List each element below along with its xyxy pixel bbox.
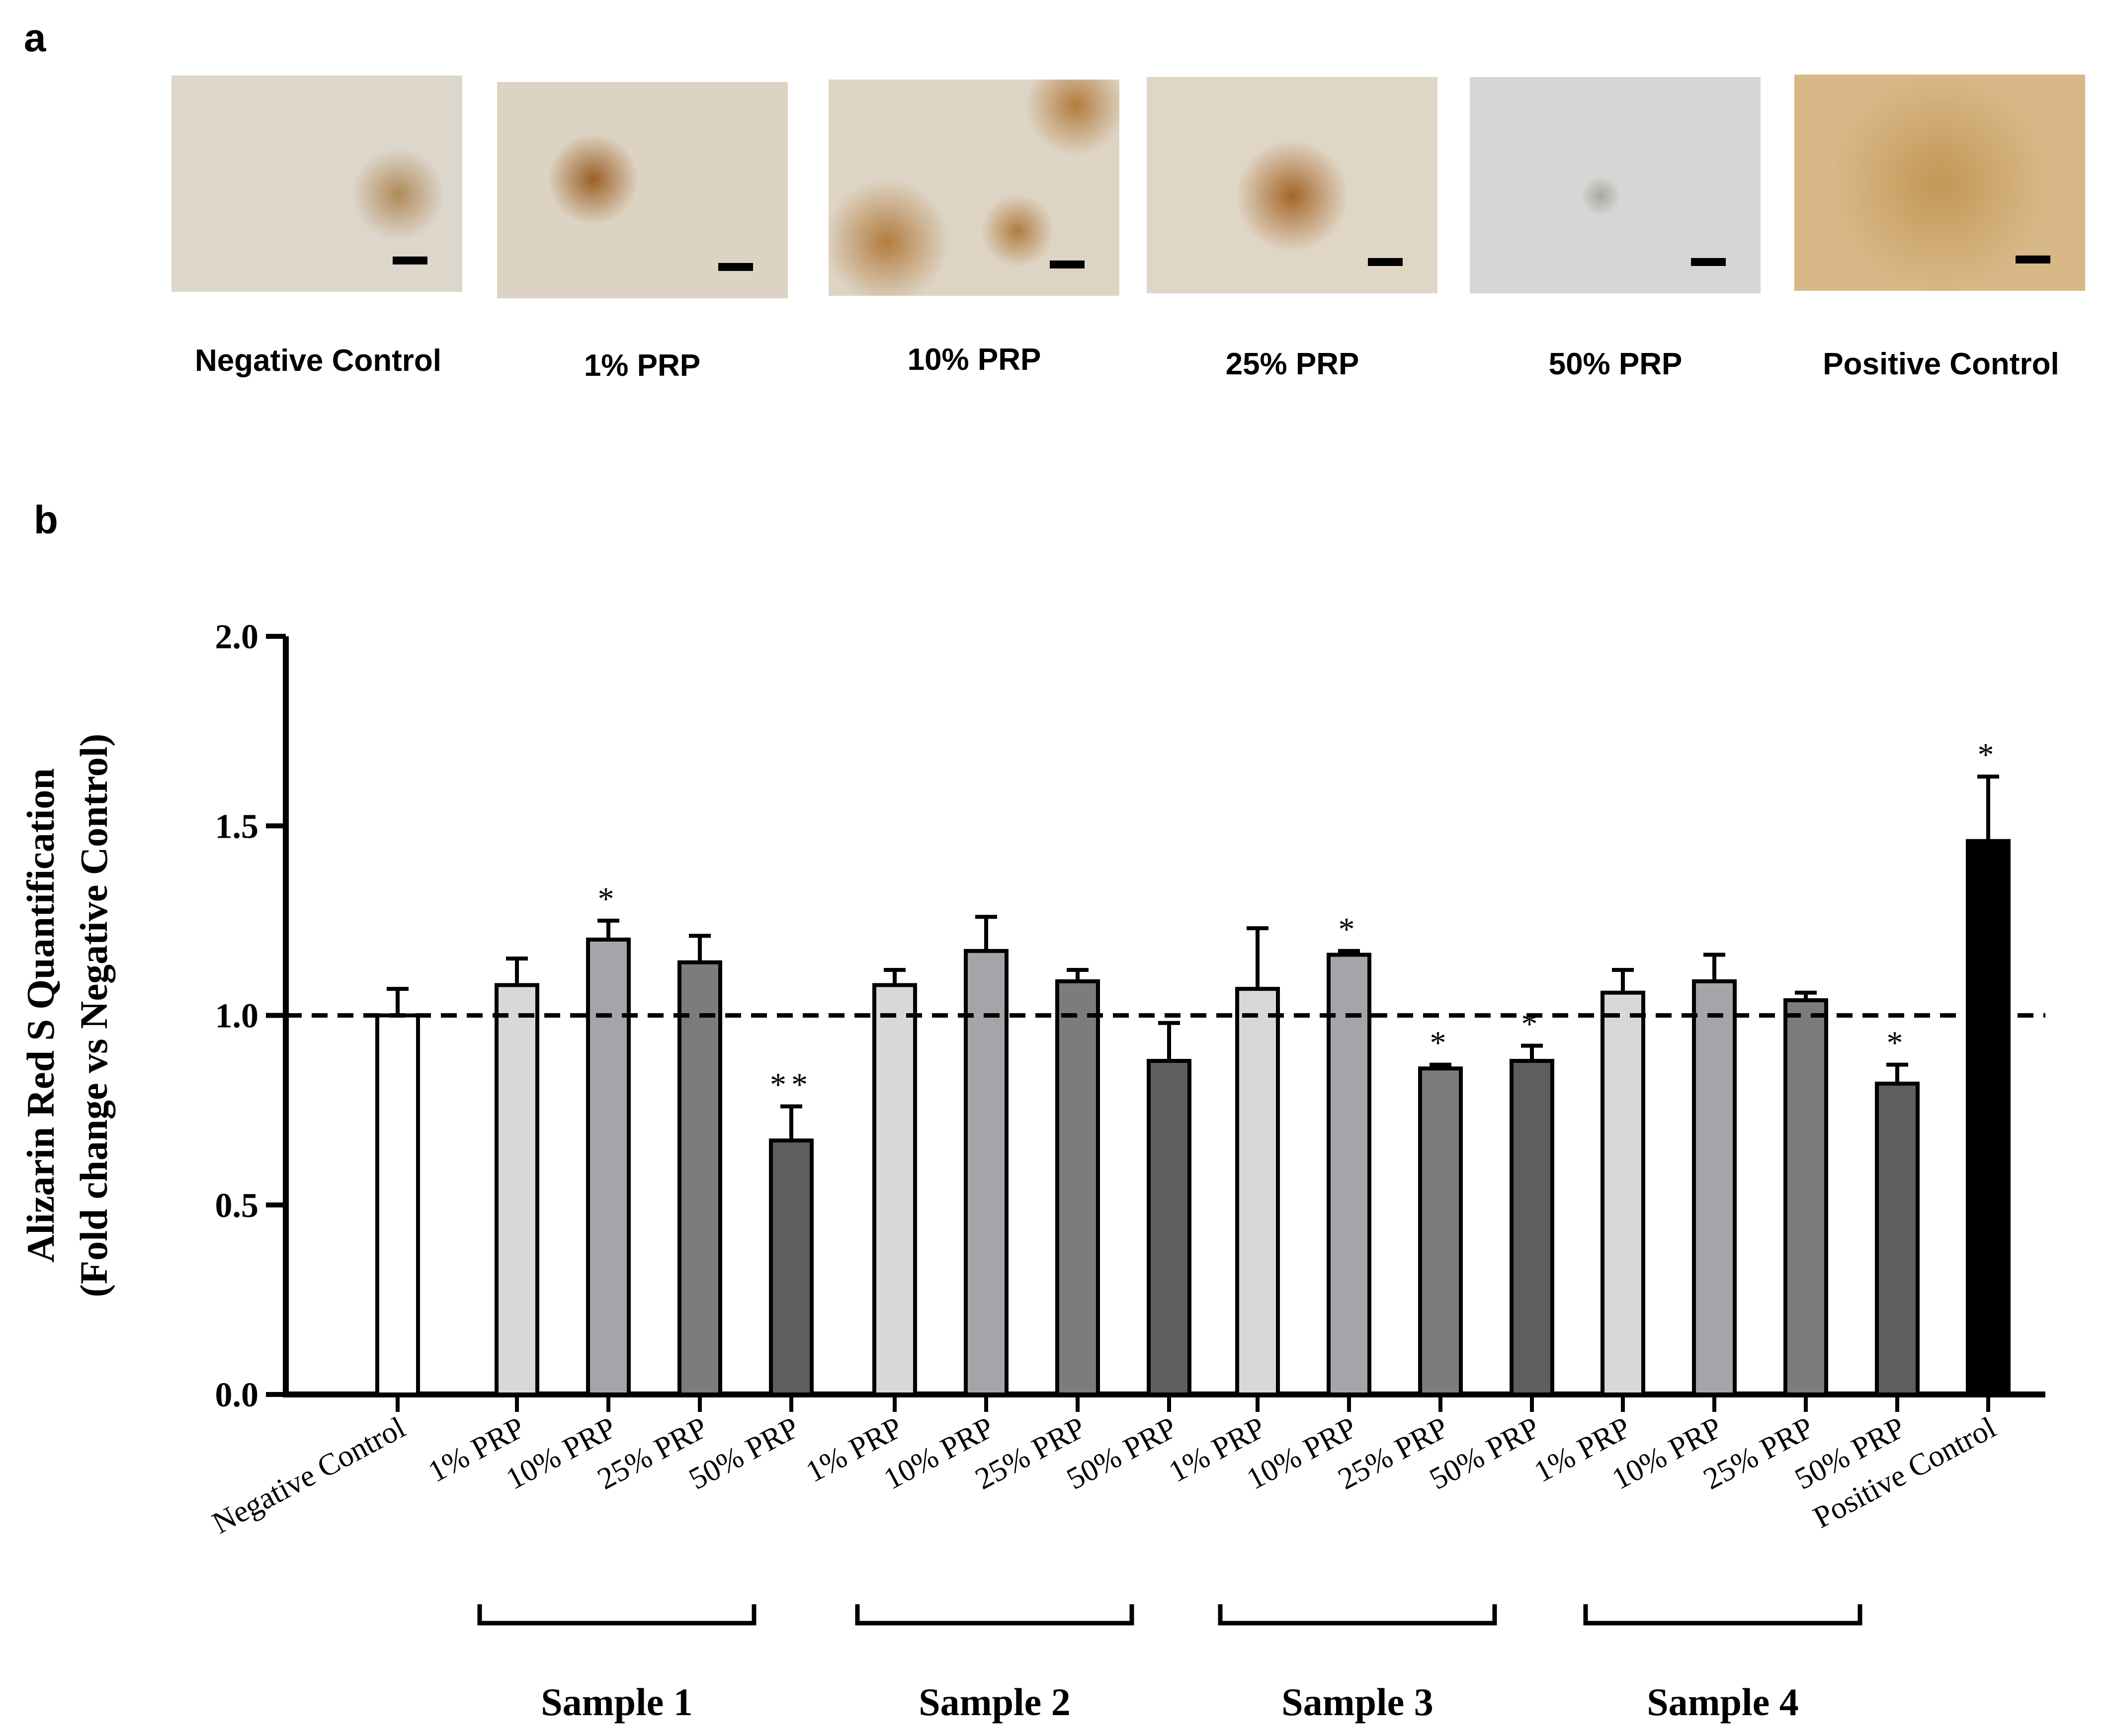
significance-marker: * [1339,911,1360,948]
y-tick-label: 0.0 [215,1376,259,1414]
significance-marker: * [1887,1025,1908,1061]
micrograph-3 [829,80,1119,296]
micrograph-label: Negative Control [194,344,442,378]
group-label: Sample 4 [1647,1680,1799,1724]
micrograph-label: Positive Control [1823,347,2059,381]
micrograph-label: 25% PRP [1225,347,1359,381]
bar [1692,979,1737,1396]
micrograph-6 [1794,75,2085,291]
bar [375,1013,420,1396]
significance-marker: * [1978,737,1999,773]
bar [1235,987,1280,1396]
bar [495,983,539,1396]
bar [1327,953,1371,1396]
y-tick-label: 1.0 [215,997,259,1036]
scale-bar [2016,256,2050,263]
bar [677,960,722,1396]
y-axis-label: Alizarin Red S Quantification [19,768,62,1263]
micrograph-5 [1470,77,1761,293]
micrograph-2 [497,82,788,298]
group-bracket [1218,1604,1497,1626]
scale-bar [1691,258,1726,266]
bar [1875,1081,1920,1396]
bar [872,983,917,1396]
significance-marker: * [598,881,619,917]
micrograph-label: 50% PRP [1548,347,1683,381]
micrograph-1 [171,76,462,292]
x-tick-label: Negative Control [207,1410,411,1540]
bar [964,949,1009,1396]
group-bracket [855,1604,1134,1626]
group-label: Sample 2 [919,1680,1071,1724]
y-tick-label: 0.5 [215,1187,259,1225]
micrograph-label: 1% PRP [584,348,701,383]
group-bracket [1583,1604,1862,1626]
bar [1147,1059,1191,1396]
bar [1601,990,1645,1396]
micrograph-4 [1147,77,1437,293]
bar [1510,1059,1554,1396]
significance-marker: * [1430,1025,1451,1061]
bar [1783,998,1828,1396]
group-label: Sample 1 [541,1680,693,1724]
bar [1966,839,2011,1396]
y-tick-label: 2.0 [215,618,259,656]
micrograph-label: 10% PRP [907,343,1041,377]
scale-bar [1368,258,1403,266]
significance-marker: ** [770,1067,813,1103]
bar [1418,1066,1463,1396]
group-bracket [477,1604,757,1626]
bar [769,1138,814,1396]
panel-b-letter: b [34,498,58,542]
bar [586,938,631,1396]
panel-a-letter: a [24,15,46,60]
scale-bar [393,257,427,264]
scale-bar [1050,260,1085,268]
scale-bar [718,263,753,271]
group-label: Sample 3 [1281,1680,1433,1724]
y-tick-label: 1.5 [215,807,259,846]
bar [1055,979,1100,1396]
significance-marker: * [1521,1006,1543,1042]
y-axis-label-line2: (Fold change vs Negative Control) [72,734,115,1298]
